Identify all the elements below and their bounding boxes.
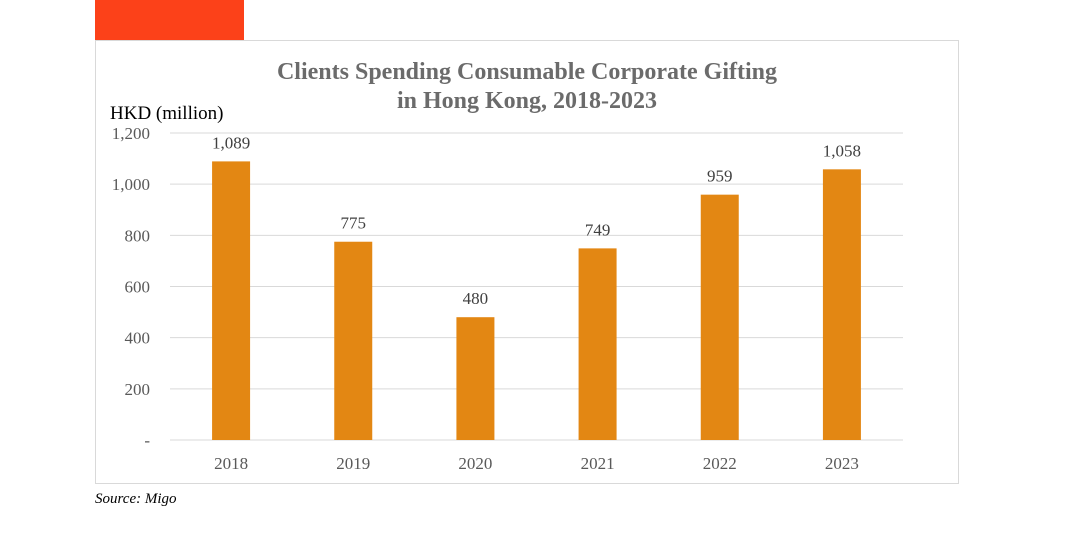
accent-block — [95, 0, 244, 40]
bar-2019 — [334, 241, 373, 440]
data-labels: 1,089 775 480 749 959 1,058 — [212, 133, 861, 308]
x-tick-label-2019: 2019 — [336, 454, 370, 473]
bar-2018 — [212, 161, 251, 440]
data-label-2020: 480 — [463, 289, 489, 308]
x-tick-label-2022: 2022 — [703, 454, 737, 473]
y-axis-ticks: - 200 400 600 800 1,000 1,200 — [112, 124, 151, 450]
y-tick-label: 1,200 — [112, 124, 150, 143]
y-tick-label: 400 — [125, 329, 151, 348]
y-tick-label: 200 — [125, 380, 151, 399]
x-tick-label-2023: 2023 — [825, 454, 859, 473]
data-label-2019: 775 — [341, 214, 367, 233]
bar-2023 — [822, 169, 861, 440]
x-tick-label-2021: 2021 — [581, 454, 615, 473]
data-label-2021: 749 — [585, 220, 611, 239]
x-axis-ticks: 2018 2019 2020 2021 2022 2023 — [214, 454, 859, 473]
bar-2021 — [578, 248, 617, 440]
y-axis-unit-label: HKD (million) — [110, 103, 224, 124]
bars — [212, 161, 861, 440]
data-label-2023: 1,058 — [823, 141, 861, 160]
source-note: Source: Migo — [95, 491, 177, 507]
y-tick-label: 800 — [125, 226, 151, 245]
bar-2022 — [700, 194, 739, 440]
chart-title: Clients Spending Consumable Corporate Gi… — [276, 59, 778, 114]
y-tick-label: 600 — [125, 278, 151, 297]
x-tick-label-2020: 2020 — [458, 454, 492, 473]
y-tick-label: 1,000 — [112, 175, 150, 194]
data-label-2018: 1,089 — [212, 133, 250, 152]
data-label-2022: 959 — [707, 167, 733, 186]
gridlines — [170, 132, 903, 441]
y-tick-label: - — [144, 431, 150, 450]
bar-2020 — [456, 317, 495, 440]
x-tick-label-2018: 2018 — [214, 454, 248, 473]
